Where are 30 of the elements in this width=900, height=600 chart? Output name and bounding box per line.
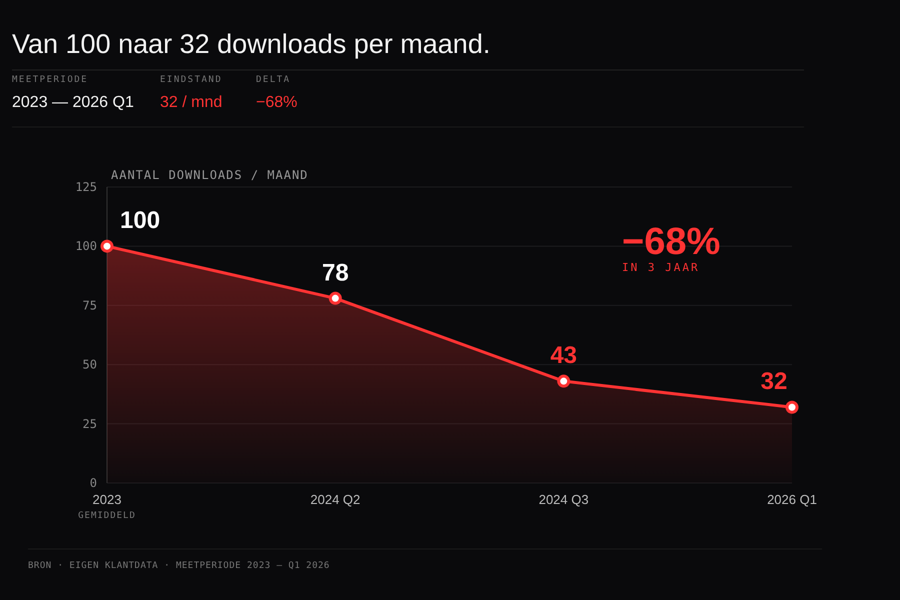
point [328, 292, 342, 305]
text: 2023 — 2026 Q1 [12, 94, 134, 111]
data-label: 43 [550, 342, 578, 370]
x-tick-label: 2024 Q2 [310, 492, 360, 507]
y-tick-label: 75 [82, 298, 97, 312]
text: DELTA [256, 75, 291, 85]
point [786, 400, 798, 414]
y-tick-label: 50 [82, 358, 97, 372]
text: 32 / mnd [160, 94, 222, 111]
data-label: 32 [760, 368, 788, 396]
x-tick-label: 2026 Q1 [767, 492, 817, 507]
chart-title: Van 100 naar 32 downloads per maand. [12, 29, 490, 59]
y-tick-label: 100 [75, 239, 97, 254]
data-label: 100 [120, 207, 160, 234]
x-tick-label: 2023 [92, 492, 122, 507]
text: MEETPERIODE [12, 75, 88, 85]
annotation: IN 3 JAAR [622, 261, 700, 274]
point [100, 240, 114, 253]
y-axis-title: AANTAL DOWNLOADS / MAAND [111, 168, 308, 182]
text: −68% [256, 94, 298, 111]
y-tick-label: 0 [90, 476, 97, 490]
point [557, 374, 570, 388]
annotation: −68% [622, 221, 720, 263]
y-tick-label: 125 [75, 180, 97, 194]
text: GEMIDDELD [78, 511, 136, 521]
x-tick-label: 2024 Q3 [538, 492, 589, 507]
text: EINDSTAND [160, 75, 222, 85]
text: BRON · EIGEN KLANTDATA · MEETPERIODE 2023 — Q1 2026 [28, 561, 330, 571]
data-label: 78 [322, 259, 349, 286]
y-tick-label: 25 [82, 416, 97, 431]
